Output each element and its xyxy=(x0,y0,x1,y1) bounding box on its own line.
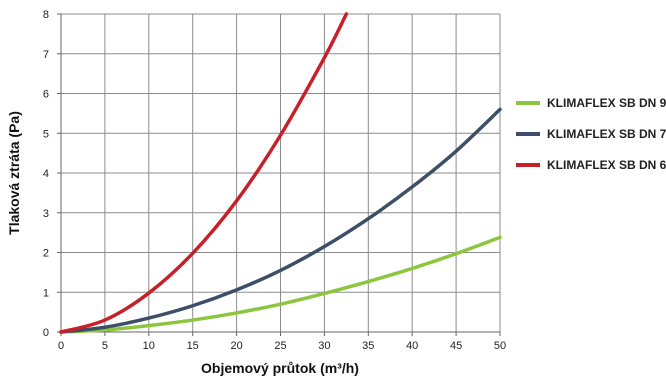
x-tick-label: 0 xyxy=(58,340,64,352)
x-tick-label: 25 xyxy=(274,340,286,352)
y-tick-label: 1 xyxy=(43,287,49,299)
legend-label-2: KLIMAFLEX SB DN 75 xyxy=(547,127,666,141)
x-tick-label: 30 xyxy=(318,340,330,352)
y-tick-label: 0 xyxy=(43,327,49,339)
x-tick-label: 20 xyxy=(230,340,242,352)
legend-label-1: KLIMAFLEX SB DN 90 xyxy=(547,96,666,110)
y-tick-label: 6 xyxy=(43,89,49,101)
y-tick-label: 3 xyxy=(43,208,49,220)
series-lines xyxy=(59,12,502,334)
x-tick-labels: 0 5 10 15 20 25 30 35 40 45 50 xyxy=(58,340,506,352)
series-line-2 xyxy=(59,107,502,334)
y-tick-labels: 0 1 2 3 4 5 6 7 8 xyxy=(43,9,49,339)
y-tick-label: 5 xyxy=(43,128,49,140)
y-tick-label: 7 xyxy=(43,49,49,61)
x-tick-label: 5 xyxy=(102,340,108,352)
legend-label-3: KLIMAFLEX SB DN 63 xyxy=(547,158,666,172)
x-axis-title: Objemový průtok (m³/h) xyxy=(201,360,359,376)
x-tick-label: 15 xyxy=(187,340,199,352)
y-tick-label: 4 xyxy=(43,168,49,180)
series-line-3 xyxy=(59,12,349,334)
y-axis-title: Tlaková ztráta (Pa) xyxy=(6,111,22,235)
x-tick-label: 40 xyxy=(406,340,418,352)
axes xyxy=(57,13,501,336)
x-tick-label: 45 xyxy=(450,340,462,352)
series-line-1 xyxy=(59,235,502,334)
x-tick-label: 10 xyxy=(143,340,155,352)
x-tick-label: 35 xyxy=(362,340,374,352)
x-tick-label: 50 xyxy=(494,340,506,352)
y-tick-label: 8 xyxy=(43,9,49,21)
grid xyxy=(60,13,501,333)
legend: KLIMAFLEX SB DN 90 KLIMAFLEX SB DN 75 KLIM… xyxy=(516,96,666,172)
y-tick-label: 2 xyxy=(43,248,49,260)
